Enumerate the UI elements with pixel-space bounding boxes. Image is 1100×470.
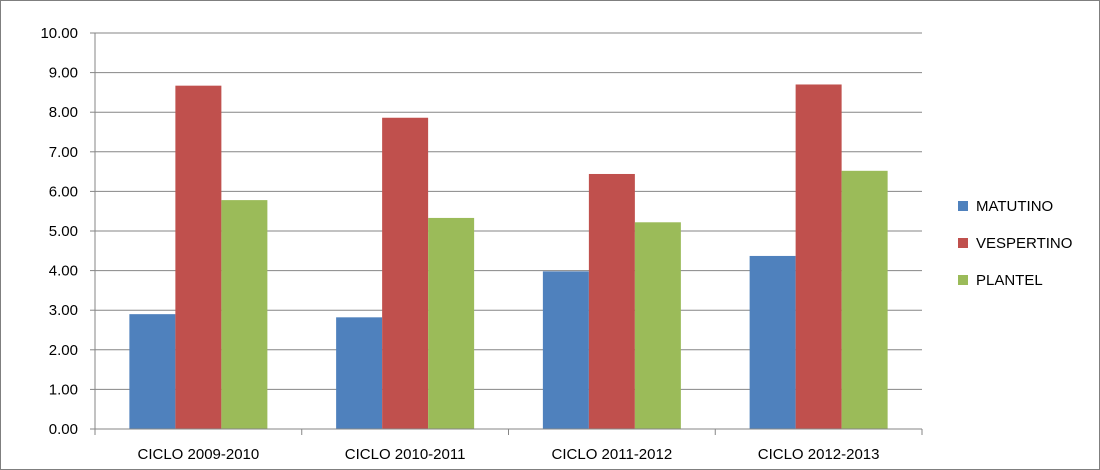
y-tick-label: 6.00 (49, 183, 78, 200)
y-tick-label: 2.00 (49, 342, 78, 359)
bar-plantel-1 (428, 217, 475, 429)
bars (129, 84, 888, 430)
bar-vespertino-0 (175, 85, 222, 429)
x-tick-label: CICLO 2012-2013 (758, 446, 880, 463)
x-tick-label: CICLO 2010-2011 (345, 446, 466, 463)
legend-label-matutino: MATUTINO (976, 198, 1053, 215)
y-tick-label: 3.00 (49, 302, 78, 319)
y-tick-label: 10.00 (40, 25, 78, 42)
bar-vespertino-2 (588, 173, 635, 429)
x-tick-label: CICLO 2009-2010 (138, 446, 260, 463)
bar-matutino-3 (749, 255, 796, 429)
bar-vespertino-1 (382, 117, 429, 429)
legend-swatch-matutino (958, 201, 968, 211)
axes: 0.00 1.00 2.00 3.00 4.00 5.00 6.00 7.00 8.00 9.00… (40, 25, 923, 463)
legend: MATUTINO VESPERTINO PLANTEL (958, 198, 1072, 289)
legend-swatch-vespertino (958, 238, 968, 248)
y-tick-label: 8.00 (49, 104, 78, 121)
x-tick-label: CICLO 2011-2012 (552, 446, 673, 463)
bar-vespertino-3 (795, 84, 842, 429)
y-tick-label: 0.00 (49, 421, 78, 438)
bar-plantel-0 (221, 200, 268, 429)
bar-plantel-3 (841, 170, 888, 430)
bar-matutino-2 (542, 271, 589, 429)
legend-swatch-plantel (958, 275, 968, 285)
y-tick-label: 5.00 (49, 223, 78, 240)
y-tick-label: 7.00 (49, 144, 78, 161)
y-tick-label: 4.00 (49, 263, 78, 280)
bar-matutino-0 (129, 314, 176, 429)
legend-label-plantel: PLANTEL (976, 272, 1043, 289)
y-tick-label: 9.00 (49, 65, 78, 82)
y-tick-label: 1.00 (49, 381, 78, 398)
bar-plantel-2 (634, 222, 681, 429)
bar-matutino-1 (336, 317, 383, 429)
legend-label-vespertino: VESPERTINO (976, 235, 1072, 252)
